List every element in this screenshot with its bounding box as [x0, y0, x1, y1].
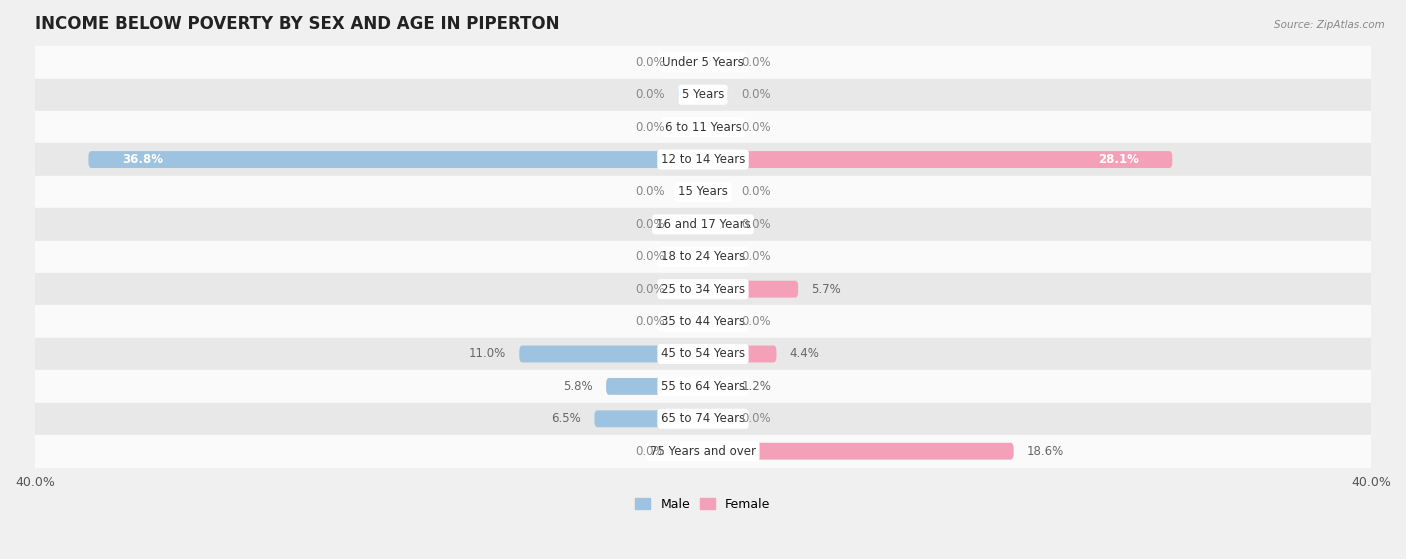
- Text: 0.0%: 0.0%: [741, 88, 770, 101]
- Bar: [35, 208, 1371, 240]
- Bar: [35, 273, 1371, 305]
- Bar: [35, 338, 1371, 370]
- Text: 1.2%: 1.2%: [741, 380, 772, 393]
- FancyBboxPatch shape: [703, 281, 799, 297]
- Legend: Male, Female: Male, Female: [630, 492, 776, 516]
- Text: 5.8%: 5.8%: [564, 380, 593, 393]
- Text: 0.0%: 0.0%: [636, 186, 665, 198]
- FancyBboxPatch shape: [703, 216, 728, 233]
- Text: 35 to 44 Years: 35 to 44 Years: [661, 315, 745, 328]
- FancyBboxPatch shape: [678, 54, 703, 71]
- FancyBboxPatch shape: [678, 216, 703, 233]
- Text: 6.5%: 6.5%: [551, 413, 581, 425]
- Text: 15 Years: 15 Years: [678, 186, 728, 198]
- Text: 0.0%: 0.0%: [741, 315, 770, 328]
- Bar: [35, 240, 1371, 273]
- FancyBboxPatch shape: [678, 281, 703, 297]
- Text: 0.0%: 0.0%: [636, 121, 665, 134]
- Text: 5.7%: 5.7%: [811, 283, 841, 296]
- FancyBboxPatch shape: [703, 54, 728, 71]
- Text: 0.0%: 0.0%: [636, 445, 665, 458]
- Bar: [35, 78, 1371, 111]
- Text: 36.8%: 36.8%: [122, 153, 163, 166]
- FancyBboxPatch shape: [703, 183, 728, 200]
- Text: 0.0%: 0.0%: [741, 250, 770, 263]
- Text: INCOME BELOW POVERTY BY SEX AND AGE IN PIPERTON: INCOME BELOW POVERTY BY SEX AND AGE IN P…: [35, 15, 560, 33]
- Text: 0.0%: 0.0%: [636, 88, 665, 101]
- FancyBboxPatch shape: [678, 119, 703, 136]
- FancyBboxPatch shape: [678, 86, 703, 103]
- Bar: [35, 143, 1371, 176]
- Text: 0.0%: 0.0%: [636, 250, 665, 263]
- Bar: [35, 46, 1371, 78]
- Text: 65 to 74 Years: 65 to 74 Years: [661, 413, 745, 425]
- FancyBboxPatch shape: [703, 119, 728, 136]
- FancyBboxPatch shape: [703, 248, 728, 265]
- Text: 0.0%: 0.0%: [741, 413, 770, 425]
- Text: 4.4%: 4.4%: [790, 348, 820, 361]
- Text: 25 to 34 Years: 25 to 34 Years: [661, 283, 745, 296]
- FancyBboxPatch shape: [678, 443, 703, 459]
- Bar: [35, 435, 1371, 467]
- FancyBboxPatch shape: [606, 378, 703, 395]
- Text: Source: ZipAtlas.com: Source: ZipAtlas.com: [1274, 20, 1385, 30]
- Text: 28.1%: 28.1%: [1098, 153, 1139, 166]
- Text: 16 and 17 Years: 16 and 17 Years: [655, 218, 751, 231]
- Text: 45 to 54 Years: 45 to 54 Years: [661, 348, 745, 361]
- FancyBboxPatch shape: [595, 410, 703, 427]
- Bar: [35, 111, 1371, 143]
- Text: 0.0%: 0.0%: [741, 218, 770, 231]
- Text: 0.0%: 0.0%: [636, 218, 665, 231]
- Bar: [35, 305, 1371, 338]
- Text: 18.6%: 18.6%: [1026, 445, 1064, 458]
- Text: 75 Years and over: 75 Years and over: [650, 445, 756, 458]
- Text: 11.0%: 11.0%: [468, 348, 506, 361]
- Text: 0.0%: 0.0%: [636, 56, 665, 69]
- FancyBboxPatch shape: [678, 183, 703, 200]
- Text: 12 to 14 Years: 12 to 14 Years: [661, 153, 745, 166]
- Text: Under 5 Years: Under 5 Years: [662, 56, 744, 69]
- FancyBboxPatch shape: [703, 410, 728, 427]
- FancyBboxPatch shape: [519, 345, 703, 362]
- Text: 0.0%: 0.0%: [741, 121, 770, 134]
- Text: 0.0%: 0.0%: [741, 56, 770, 69]
- Text: 6 to 11 Years: 6 to 11 Years: [665, 121, 741, 134]
- Text: 5 Years: 5 Years: [682, 88, 724, 101]
- FancyBboxPatch shape: [678, 313, 703, 330]
- Bar: [35, 402, 1371, 435]
- Bar: [35, 370, 1371, 402]
- Text: 18 to 24 Years: 18 to 24 Years: [661, 250, 745, 263]
- FancyBboxPatch shape: [703, 345, 776, 362]
- Text: 0.0%: 0.0%: [741, 186, 770, 198]
- Bar: [35, 176, 1371, 208]
- Text: 0.0%: 0.0%: [636, 283, 665, 296]
- FancyBboxPatch shape: [678, 248, 703, 265]
- FancyBboxPatch shape: [703, 378, 728, 395]
- FancyBboxPatch shape: [703, 313, 728, 330]
- FancyBboxPatch shape: [89, 151, 703, 168]
- Text: 55 to 64 Years: 55 to 64 Years: [661, 380, 745, 393]
- Text: 0.0%: 0.0%: [636, 315, 665, 328]
- FancyBboxPatch shape: [703, 86, 728, 103]
- FancyBboxPatch shape: [703, 443, 1014, 459]
- FancyBboxPatch shape: [703, 151, 1173, 168]
